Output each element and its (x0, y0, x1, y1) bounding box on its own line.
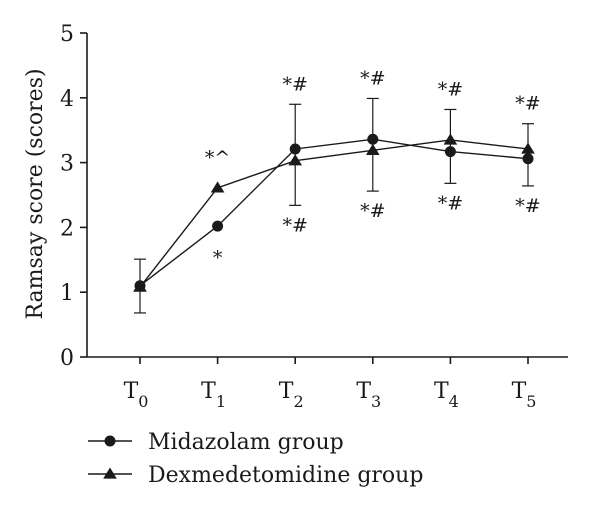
y-tick-label: 2 (60, 216, 74, 241)
legend-marker-triangle (103, 467, 117, 479)
y-tick-label: 1 (60, 281, 74, 306)
series-line (139, 139, 529, 288)
legend-item: Midazolam group (88, 430, 344, 455)
y-axis-title: Ramsay score (scores) (23, 68, 48, 319)
x-tick-label-base: T (434, 379, 449, 404)
data-point (133, 280, 147, 292)
legend-item: Dexmedetomidine group (88, 463, 423, 488)
series-circle: * *# *# *# *# (134, 97, 541, 314)
data-point (444, 146, 456, 158)
x-tick-label-subscript: 4 (449, 392, 459, 411)
x-tick-label-base: T (124, 379, 139, 404)
series-line (139, 138, 529, 287)
x-tick-label-base: T (279, 379, 294, 404)
significance-annotation: *# (515, 93, 540, 115)
x-tick-label: T0 (124, 379, 149, 411)
data-point (522, 153, 534, 165)
significance-annotation: *# (438, 192, 463, 214)
x-tick-label: T3 (356, 379, 381, 411)
y-tick-label: 5 (60, 22, 74, 47)
data-point (288, 154, 303, 166)
x-tick-label-subscript: 3 (371, 392, 381, 411)
significance-annotation: *# (282, 214, 307, 236)
significance-annotation: *# (360, 67, 385, 89)
significance-annotation: *# (515, 195, 540, 217)
legend-label: Dexmedetomidine group (148, 463, 423, 488)
x-tick-label: T5 (512, 379, 537, 411)
data-point (289, 143, 301, 155)
x-tick-label-base: T (201, 379, 216, 404)
y-tick-label: 4 (60, 87, 74, 112)
significance-annotation: *# (360, 200, 385, 222)
data-point (443, 133, 458, 145)
significance-annotation: *# (282, 73, 307, 95)
legend-marker-circle (104, 435, 116, 447)
data-point (521, 142, 535, 154)
data-point (210, 181, 225, 193)
chart-marks: * *# *# *# *# *^ *# *# *# *# (133, 67, 541, 314)
x-tick-label-base: T (512, 379, 527, 404)
significance-annotation: * (213, 247, 223, 269)
y-tick-label: 3 (60, 152, 74, 177)
x-tick-label: T1 (201, 379, 226, 411)
legend: Midazolam group Dexmedetomidine group (88, 430, 423, 488)
significance-annotation: *# (438, 78, 463, 100)
x-tick-label-subscript: 2 (293, 392, 303, 411)
x-tick-label: T4 (434, 379, 459, 411)
x-tick-label-base: T (356, 379, 371, 404)
x-tick-label-subscript: 1 (216, 392, 226, 411)
data-point (367, 133, 379, 145)
data-point (212, 220, 224, 232)
series-triangle: *^ *# *# *# *# (133, 67, 541, 292)
legend-label: Midazolam group (148, 430, 344, 455)
x-tick-label-subscript: 0 (138, 392, 148, 411)
y-tick-label: 0 (60, 346, 74, 371)
data-point (365, 143, 380, 155)
x-tick-label-subscript: 5 (526, 392, 536, 411)
x-tick-label: T2 (279, 379, 304, 411)
significance-annotation: *^ (205, 147, 230, 169)
